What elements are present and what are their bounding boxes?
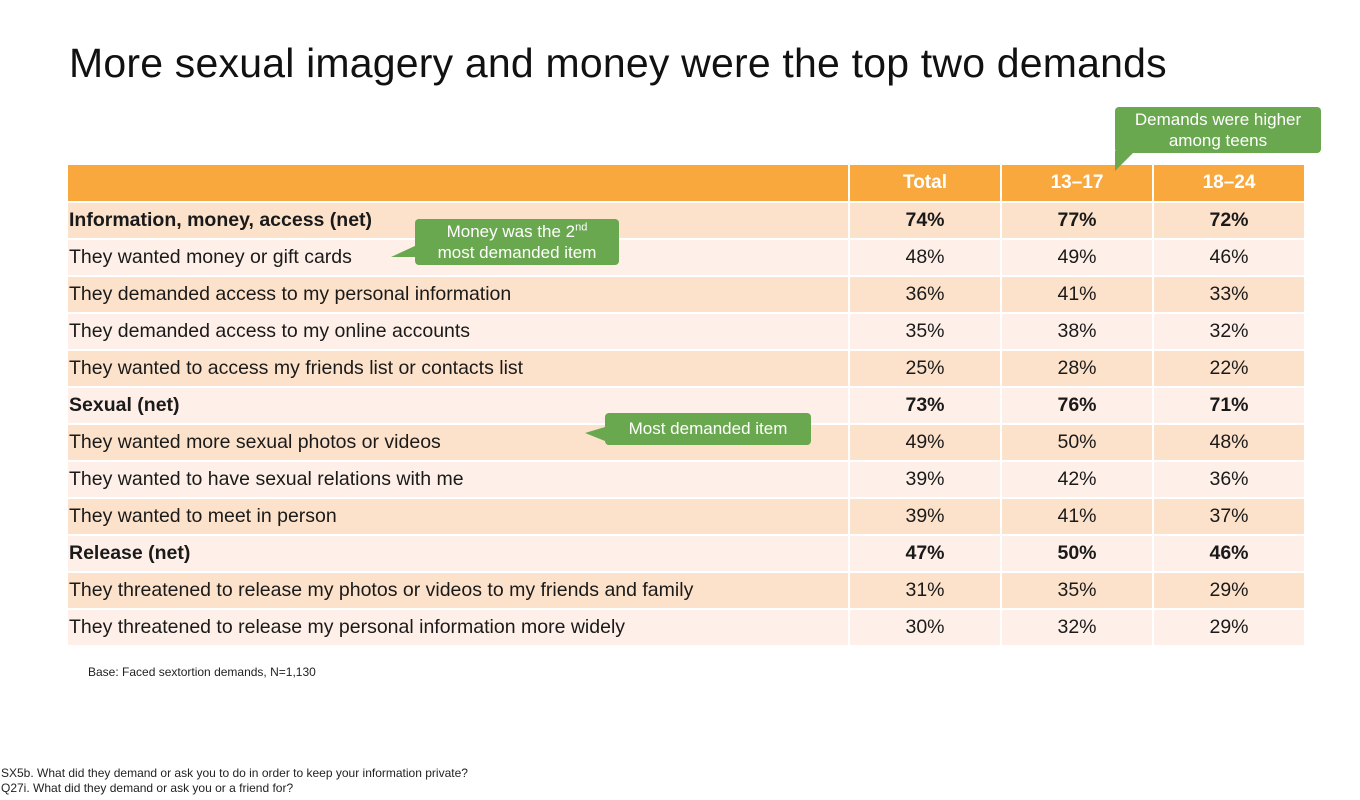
cell-total: 47%	[848, 534, 1000, 571]
cell-13-17: 32%	[1000, 608, 1152, 645]
cell-18-24: 33%	[1152, 275, 1304, 312]
cell-18-24: 29%	[1152, 571, 1304, 608]
callout-money: Money was the 2nd most demanded item	[391, 219, 619, 265]
callout-pointer	[391, 245, 417, 257]
cell-total: 39%	[848, 497, 1000, 534]
page-title: More sexual imagery and money were the t…	[69, 40, 1167, 86]
table-row: They wanted more sexual photos or videos…	[68, 423, 1304, 460]
table-row: Information, money, access (net) 74% 77%…	[68, 201, 1304, 238]
cell-18-24: 48%	[1152, 423, 1304, 460]
header-blank-cell	[68, 165, 848, 201]
cell-18-24: 32%	[1152, 312, 1304, 349]
cell-13-17: 41%	[1000, 275, 1152, 312]
cell-13-17: 41%	[1000, 497, 1152, 534]
cell-18-24: 22%	[1152, 349, 1304, 386]
question-notes: SX5b. What did they demand or ask you to…	[1, 766, 468, 795]
cell-total: 30%	[848, 608, 1000, 645]
cell-18-24: 37%	[1152, 497, 1304, 534]
table-row: They wanted to have sexual relations wit…	[68, 460, 1304, 497]
cell-13-17: 38%	[1000, 312, 1152, 349]
cell-18-24: 46%	[1152, 238, 1304, 275]
cell-18-24: 36%	[1152, 460, 1304, 497]
table-row: They threatened to release my personal i…	[68, 608, 1304, 645]
column-header-13-17: 13–17	[1000, 165, 1152, 201]
row-label: Release (net)	[68, 534, 848, 571]
cell-18-24: 71%	[1152, 386, 1304, 423]
cell-18-24: 46%	[1152, 534, 1304, 571]
table-row: They demanded access to my personal info…	[68, 275, 1304, 312]
callout-most-demanded: Most demanded item	[585, 413, 811, 445]
callout-pointer	[585, 427, 605, 441]
table-row: They wanted money or gift cards 48% 49% …	[68, 238, 1304, 275]
cell-13-17: 35%	[1000, 571, 1152, 608]
base-note: Base: Faced sextortion demands, N=1,130	[88, 665, 316, 679]
demands-table: Total 13–17 18–24 Information, money, ac…	[68, 165, 1304, 645]
callout-teens-line1: Demands were higher	[1134, 110, 1302, 129]
question-note: Q27i. What did they demand or ask you or…	[1, 780, 294, 795]
cell-total: 73%	[848, 386, 1000, 423]
cell-18-24: 72%	[1152, 201, 1304, 238]
row-label: They threatened to release my photos or …	[68, 571, 848, 608]
row-label: They demanded access to my online accoun…	[68, 312, 848, 349]
column-header-18-24: 18–24	[1152, 165, 1304, 201]
table-row: Release (net) 47% 50% 46%	[68, 534, 1304, 571]
cell-total: 36%	[848, 275, 1000, 312]
row-label: They demanded access to my personal info…	[68, 275, 848, 312]
cell-total: 74%	[848, 201, 1000, 238]
question-note: SX5b. What did they demand or ask you to…	[1, 766, 468, 780]
cell-total: 25%	[848, 349, 1000, 386]
table-row: They wanted to meet in person 39% 41% 37…	[68, 497, 1304, 534]
callout-most-text: Most demanded item	[628, 419, 788, 438]
row-label: They wanted to meet in person	[68, 497, 848, 534]
table-row: They demanded access to my online accoun…	[68, 312, 1304, 349]
cell-13-17: 49%	[1000, 238, 1152, 275]
table-row: They threatened to release my photos or …	[68, 571, 1304, 608]
cell-18-24: 29%	[1152, 608, 1304, 645]
cell-total: 35%	[848, 312, 1000, 349]
cell-13-17: 76%	[1000, 386, 1152, 423]
callout-teens: Demands were higher among teens	[1115, 107, 1321, 171]
cell-13-17: 42%	[1000, 460, 1152, 497]
cell-13-17: 28%	[1000, 349, 1152, 386]
column-header-total: Total	[848, 165, 1000, 201]
callout-pointer	[1115, 151, 1135, 171]
cell-13-17: 77%	[1000, 201, 1152, 238]
row-label: They threatened to release my personal i…	[68, 608, 848, 645]
row-label: They wanted to access my friends list or…	[68, 349, 848, 386]
cell-total: 39%	[848, 460, 1000, 497]
cell-total: 31%	[848, 571, 1000, 608]
callout-money-line1: Money was the 2nd	[446, 221, 588, 241]
cell-total: 49%	[848, 423, 1000, 460]
table-row: Sexual (net) 73% 76% 71%	[68, 386, 1304, 423]
cell-total: 48%	[848, 238, 1000, 275]
cell-13-17: 50%	[1000, 423, 1152, 460]
row-label: They wanted to have sexual relations wit…	[68, 460, 848, 497]
callout-teens-line2: among teens	[1168, 131, 1268, 150]
callout-money-line2: most demanded item	[437, 243, 597, 262]
cell-13-17: 50%	[1000, 534, 1152, 571]
table-row: They wanted to access my friends list or…	[68, 349, 1304, 386]
table-header-row: Total 13–17 18–24	[68, 165, 1304, 201]
